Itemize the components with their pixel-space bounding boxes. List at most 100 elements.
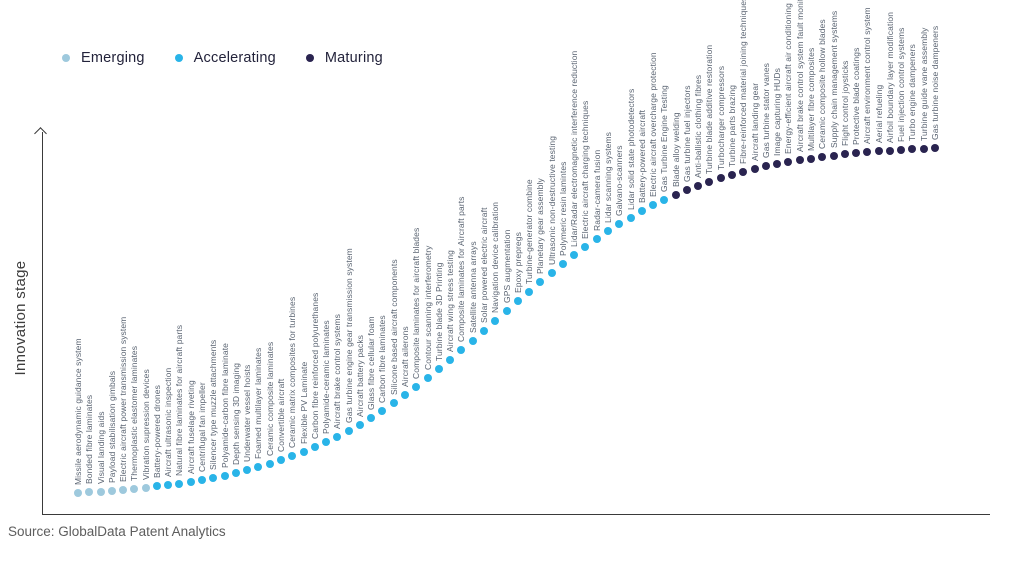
- data-point-label: Turbine guide vane assembly: [918, 27, 929, 141]
- data-point: [558, 259, 567, 268]
- data-point-label: Satellite antenna arrays: [467, 241, 478, 333]
- legend-label: Maturing: [324, 50, 383, 66]
- data-point-label: Turbine parts brazing: [727, 84, 738, 167]
- data-point-label: Aircraft environment control system: [862, 7, 873, 145]
- data-point: [513, 297, 522, 306]
- data-point-label: Natural fibre laminates for aircraft par…: [174, 324, 185, 476]
- data-point: [265, 459, 274, 468]
- data-point-label: Fuel injection control systems: [896, 27, 907, 142]
- data-point: [107, 486, 116, 495]
- legend-dot-icon: [305, 54, 314, 62]
- data-point-label: Battery-powered drones: [151, 385, 162, 479]
- source-note: Source: GlobalData Patent Analytics: [8, 524, 226, 539]
- data-point: [355, 420, 364, 429]
- data-point: [198, 476, 207, 484]
- data-point-label: Lidar solid state photodetectors: [625, 88, 636, 210]
- data-point: [119, 485, 128, 494]
- data-point-label: Polyamide-carbon fibre laminate: [219, 342, 230, 468]
- data-point-label: Gas turbine fuel injectors: [681, 85, 692, 183]
- data-point-label: Battery-powered aircraft: [636, 110, 647, 204]
- legend-dot-icon: [174, 54, 183, 62]
- data-point-label: Polymeric resin lamintes: [557, 161, 568, 256]
- data-point: [773, 160, 782, 169]
- data-point-label: Image capturing HUDs: [772, 68, 783, 157]
- data-point-label: Ceramic composite hollow blades: [817, 19, 828, 150]
- data-point: [152, 482, 161, 491]
- data-point-label: Gas Turbine Engine Testing: [659, 84, 670, 192]
- legend-label: Accelerating: [193, 50, 276, 66]
- data-point-label: Turbine blade 3D Printing: [433, 262, 444, 362]
- data-point: [175, 479, 184, 488]
- data-point: [186, 477, 195, 486]
- data-point-label: Lidar scanning systems: [602, 132, 613, 224]
- data-point: [750, 165, 759, 173]
- data-point: [333, 432, 342, 441]
- data-point-label: Gas turbine noise dampeners: [930, 25, 940, 140]
- data-point-label: Airfoil boundary layer modification: [884, 11, 895, 143]
- data-point: [694, 181, 703, 190]
- data-point: [479, 326, 488, 335]
- data-point-label: Glass fibre cellular foam: [366, 316, 377, 410]
- data-point: [682, 186, 691, 195]
- data-point: [130, 484, 139, 493]
- data-point: [401, 391, 409, 400]
- data-point: [457, 346, 466, 355]
- data-point: [626, 213, 635, 222]
- data-point: [468, 336, 477, 345]
- y-axis-line: [42, 132, 43, 515]
- data-point: [243, 466, 252, 475]
- data-point: [660, 195, 669, 204]
- data-point: [637, 207, 646, 216]
- data-point-label: Bonded fibre laminates: [84, 395, 95, 485]
- data-point: [852, 149, 861, 158]
- data-point: [716, 174, 725, 183]
- data-point: [502, 307, 511, 316]
- data-point: [322, 438, 331, 447]
- data-point: [412, 382, 421, 391]
- data-point: [276, 456, 285, 465]
- legend: Emerging Accelerating Maturing: [62, 50, 383, 66]
- data-point-label: Ultrasonic non-destructive testing: [546, 135, 557, 265]
- data-point-label: Turbine blade additive restoration: [704, 44, 715, 174]
- data-point-label: Vibration supression devices: [140, 368, 151, 480]
- data-point: [761, 162, 770, 171]
- data-point-label: Centrifugal fan impeller: [197, 382, 208, 472]
- data-point-label: Missile aerodynamic guidance system: [73, 338, 83, 485]
- data-point: [919, 144, 928, 153]
- data-point: [897, 145, 906, 154]
- data-point-label: Lidar/Radar electromagnetic interference…: [569, 50, 580, 248]
- data-point-label: Aircraft ultrasonic inspection: [163, 367, 174, 478]
- data-point: [231, 469, 240, 478]
- data-point: [209, 473, 218, 482]
- data-point-label: Multilayer fibre composites: [805, 47, 816, 151]
- data-point-label: Silencer type muzzle attachments: [208, 339, 219, 470]
- data-point-label: Flight control joysticks: [839, 60, 850, 147]
- data-point: [728, 170, 737, 179]
- data-point-label: Turbo engine dampeners: [907, 44, 918, 142]
- data-point: [536, 278, 545, 287]
- data-point: [96, 487, 105, 496]
- data-point: [164, 481, 173, 490]
- x-axis-baseline: [42, 514, 990, 515]
- data-point-label: Aerial refueling: [873, 85, 884, 144]
- data-point-label: Turbine-generator combine: [524, 179, 535, 284]
- data-point: [840, 150, 849, 159]
- data-point-label: Blade alloy welding: [670, 112, 681, 187]
- data-point: [885, 146, 894, 155]
- data-point: [784, 158, 793, 167]
- data-point-label: Ceramic matrix composites for turbines: [287, 297, 298, 449]
- data-point-label: Aircraft ailerons: [400, 326, 410, 388]
- data-point-label: Contour scanning interferometry: [422, 245, 433, 371]
- data-point: [581, 242, 590, 251]
- legend-label: Emerging: [81, 50, 145, 66]
- data-point-label: Solar powered electric aircraft: [478, 207, 489, 323]
- data-point-label: Radar-camera fusion: [591, 149, 602, 231]
- data-point: [85, 488, 94, 497]
- data-point-label: Carbon fibre reinforced polyurethanes: [309, 292, 320, 440]
- data-point-label: Composite laminates for Aircraft parts: [456, 196, 467, 343]
- data-point-label: Epoxy prepregs: [512, 232, 523, 294]
- data-point-label: Aircraft brake control systems: [332, 313, 343, 429]
- data-point: [434, 365, 443, 374]
